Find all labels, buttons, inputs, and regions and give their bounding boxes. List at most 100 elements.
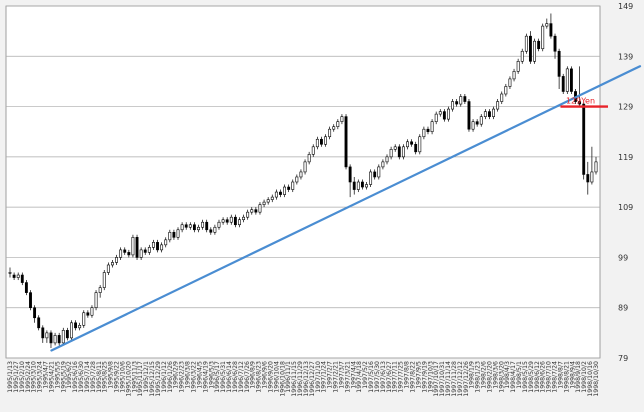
- candle-body: [238, 219, 241, 226]
- candle-body: [447, 108, 450, 120]
- x-tick-label: 1998/4/3: [504, 361, 511, 389]
- x-tick-label: 1996/9/6: [262, 361, 269, 389]
- candle-body: [147, 247, 151, 253]
- candle-body: [381, 161, 385, 168]
- candle-body: [258, 204, 262, 213]
- x-tick-label: 1998/10/30: [593, 361, 600, 397]
- y-tick-label: 99: [618, 253, 628, 262]
- x-tick-label: 1997/5/16: [368, 361, 375, 393]
- candle-body: [49, 332, 53, 344]
- candle-body: [12, 274, 16, 278]
- candle-body: [20, 274, 24, 283]
- x-tick-label: 1998/2/6: [481, 361, 488, 389]
- x-tick-label: 1998/5/29: [528, 361, 535, 393]
- x-tick-label: 1996/9/20: [267, 361, 274, 393]
- candle-body: [496, 101, 500, 110]
- candle-body: [512, 71, 516, 80]
- x-tick-label: 1997/6/27: [386, 361, 393, 393]
- x-tick-label: 1997/10/3: [427, 361, 434, 393]
- candle-body: [262, 201, 266, 205]
- x-tick-label: 1998/8/21: [563, 361, 570, 393]
- x-tick-label: 1997/10/31: [439, 361, 446, 397]
- candle-body: [98, 287, 102, 293]
- candle-body: [41, 327, 45, 339]
- candle-body: [33, 307, 37, 319]
- x-tick-label: 1998/9/4: [569, 361, 576, 389]
- candle-body: [528, 35, 532, 62]
- x-tick-label: 1998/2/20: [486, 361, 493, 393]
- x-tick-label: 1996/10/4: [273, 361, 280, 393]
- candle-body: [553, 35, 557, 52]
- x-tick-label: 1995/12/15: [149, 361, 156, 397]
- candle-body: [70, 322, 73, 339]
- candle-body: [328, 128, 332, 138]
- y-tick-label: 149: [618, 2, 633, 11]
- x-tick-label: 1996/2/23: [179, 361, 186, 393]
- x-tick-label: 1996/11/1: [285, 361, 292, 393]
- x-tick-label: 1997/8/22: [410, 361, 417, 393]
- x-tick-label: 1996/7/26: [244, 361, 251, 393]
- candle-body: [180, 224, 184, 231]
- candle-body: [45, 332, 49, 339]
- candle-body: [504, 86, 508, 95]
- x-tick-label: 1997/3/21: [344, 361, 351, 393]
- candle-body: [160, 244, 164, 251]
- candle-body: [397, 146, 401, 158]
- candle-body: [475, 121, 479, 125]
- x-tick-label: 1995/7/28: [90, 361, 97, 393]
- candle-body: [467, 101, 471, 130]
- candle-body: [37, 317, 41, 329]
- candle-body: [209, 229, 213, 233]
- candle-body: [537, 40, 541, 50]
- candle-body: [307, 154, 311, 163]
- candle-body: [320, 138, 323, 145]
- candle-body: [516, 61, 520, 72]
- candle-body: [94, 292, 98, 309]
- candle-body: [578, 101, 582, 105]
- candle-body: [344, 116, 348, 168]
- candle-body: [377, 166, 381, 178]
- candle-body: [102, 272, 106, 288]
- candle-body: [356, 181, 360, 190]
- x-tick-label: 1995/8/25: [102, 361, 109, 393]
- x-tick-label: 1995/8/11: [96, 361, 103, 393]
- candle-body: [348, 166, 352, 183]
- candle-body: [65, 330, 69, 339]
- candle-body: [352, 181, 356, 190]
- candle-body: [279, 191, 282, 195]
- x-tick-label: 1996/2/9: [173, 361, 180, 389]
- x-tick-label: 1996/8/9: [250, 361, 257, 389]
- candle-body: [86, 312, 90, 316]
- x-tick-label: 1998/5/15: [522, 361, 529, 393]
- candle-body: [90, 307, 94, 316]
- candle-body: [29, 292, 32, 309]
- y-tick-label: 109: [618, 203, 633, 212]
- x-tick-label: 1995/6/16: [72, 361, 79, 393]
- x-tick-label: 1995/5/19: [60, 361, 67, 393]
- x-tick-label: 1997/4/4: [350, 361, 357, 389]
- candle-body: [365, 184, 368, 188]
- x-tick-label: 1998/6/26: [540, 361, 547, 393]
- x-tick-label: 1997/7/11: [392, 361, 399, 393]
- x-tick-label: 1995/3/10: [31, 361, 38, 393]
- x-tick-label: 1997/2/7: [327, 361, 334, 389]
- candle-body: [500, 93, 504, 102]
- x-tick-label: 1997/11/28: [451, 361, 458, 397]
- x-tick-label: 1996/7/12: [238, 361, 245, 393]
- candle-body: [123, 249, 127, 253]
- x-tick-label: 1998/7/24: [552, 361, 559, 393]
- candle-body: [336, 121, 340, 127]
- x-tick-label: 1996/1/26: [167, 361, 174, 393]
- candle-body: [254, 209, 258, 213]
- x-tick-label: 1995/1/27: [13, 361, 20, 393]
- candle-body: [332, 126, 336, 130]
- candle-body: [385, 156, 389, 163]
- candle-body: [315, 138, 319, 148]
- candle-body: [303, 161, 307, 173]
- candle-body: [565, 68, 569, 92]
- candle-body: [434, 113, 438, 122]
- candle-body: [463, 96, 467, 102]
- x-tick-label: 1997/1/24: [321, 361, 328, 393]
- x-tick-label: 1995/7/14: [84, 361, 91, 393]
